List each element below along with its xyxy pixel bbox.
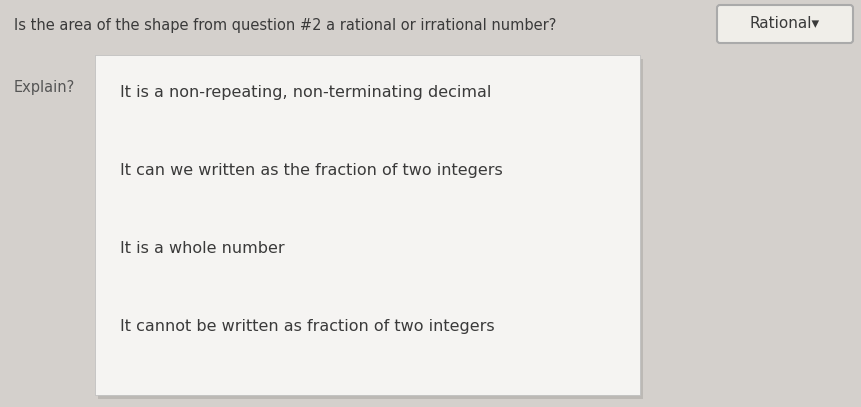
Text: Explain?: Explain? bbox=[14, 80, 75, 95]
Text: It is a non-repeating, non-terminating decimal: It is a non-repeating, non-terminating d… bbox=[120, 85, 492, 100]
Text: It cannot be written as fraction of two integers: It cannot be written as fraction of two … bbox=[120, 319, 494, 334]
Text: It can we written as the fraction of two integers: It can we written as the fraction of two… bbox=[120, 163, 503, 178]
Text: It is a whole number: It is a whole number bbox=[120, 241, 285, 256]
FancyBboxPatch shape bbox=[95, 55, 640, 395]
Text: Rational▾: Rational▾ bbox=[750, 17, 820, 31]
FancyBboxPatch shape bbox=[98, 59, 643, 399]
FancyBboxPatch shape bbox=[717, 5, 853, 43]
Text: Is the area of the shape from question #2 a rational or irrational number?: Is the area of the shape from question #… bbox=[14, 18, 556, 33]
